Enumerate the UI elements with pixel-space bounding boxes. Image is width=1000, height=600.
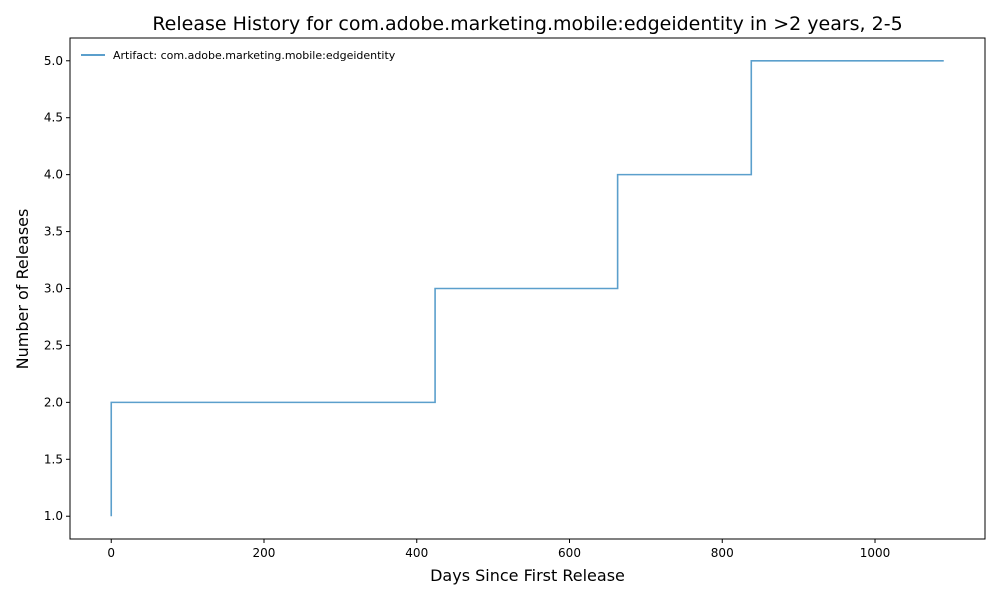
y-tick-label: 4.5 — [44, 111, 63, 125]
y-tick-label: 5.0 — [44, 54, 63, 68]
legend-label: Artifact: com.adobe.marketing.mobile:edg… — [113, 49, 396, 62]
series-line — [110, 59, 944, 517]
y-tick-label: 3.0 — [44, 282, 63, 296]
legend: Artifact: com.adobe.marketing.mobile:edg… — [81, 49, 396, 62]
x-axis-ticks: 0 200 400 600 800 1000 — [107, 539, 890, 560]
x-tick-label: 600 — [558, 546, 581, 560]
x-tick-label: 400 — [405, 546, 428, 560]
y-tick-label: 2.5 — [44, 338, 63, 352]
y-tick-label: 4.0 — [44, 168, 63, 182]
x-tick-label: 200 — [253, 546, 276, 560]
x-tick-label: 0 — [107, 546, 115, 560]
chart-title: Release History for com.adobe.marketing.… — [152, 13, 902, 35]
y-axis-label: Number of Releases — [13, 209, 32, 370]
y-tick-label: 1.0 — [44, 509, 63, 523]
x-tick-label: 1000 — [860, 546, 891, 560]
y-tick-label: 2.0 — [44, 395, 63, 409]
y-tick-label: 3.5 — [44, 225, 63, 239]
series-layer — [110, 59, 944, 517]
y-axis-ticks: 1.0 1.5 2.0 2.5 3.0 3.5 4.0 4.5 5.0 — [44, 54, 70, 523]
x-axis-label: Days Since First Release — [430, 566, 625, 585]
y-tick-label: 1.5 — [44, 452, 63, 466]
x-tick-label: 800 — [711, 546, 734, 560]
